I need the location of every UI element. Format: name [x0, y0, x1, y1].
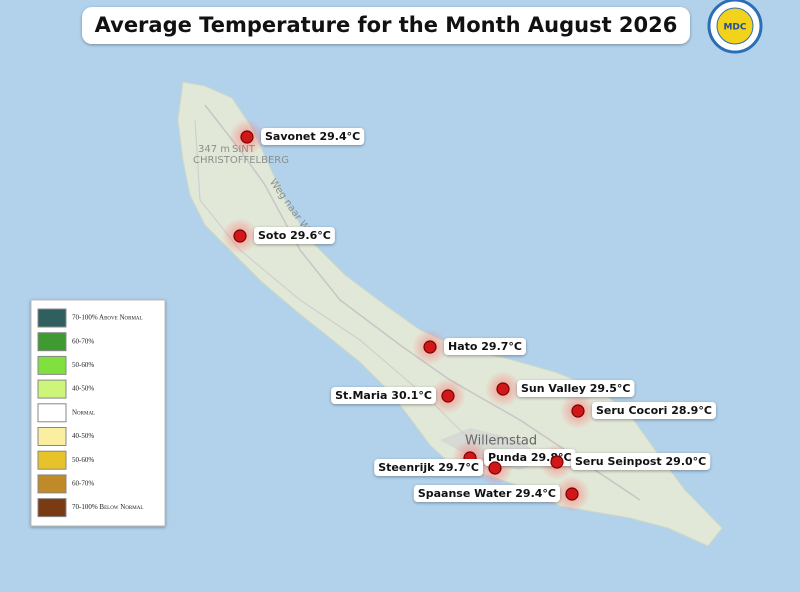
- label-box: [444, 338, 526, 355]
- station-text: Hato 29.7°C: [448, 340, 522, 353]
- legend-swatch: [37, 308, 67, 328]
- station-marker: [233, 229, 247, 243]
- legend-label: 60-70%: [72, 480, 94, 488]
- label-box: [374, 459, 483, 476]
- legend-label: 50-60%: [72, 361, 94, 369]
- legend-swatch: [37, 450, 67, 470]
- logo-text: MDC: [723, 23, 746, 33]
- legend-label: 70-100% Below Normal: [72, 503, 143, 511]
- legend-swatch: [37, 355, 67, 375]
- label-box: [592, 402, 716, 419]
- station-marker: [496, 382, 510, 396]
- label-box: [261, 128, 365, 145]
- elevation: 347 m: [198, 144, 230, 155]
- station-label: Seru Cocori 28.9°C: [592, 402, 716, 419]
- label-box: [413, 485, 560, 502]
- label-box: [331, 387, 436, 404]
- station-label: Sun Valley 29.5°C: [517, 380, 635, 397]
- legend-swatch: [37, 474, 67, 494]
- label-box: [254, 227, 335, 244]
- station-text: Steenrijk 29.7°C: [378, 461, 479, 474]
- legend-label: 70-100% Above Normal: [72, 314, 143, 322]
- station-marker: [565, 487, 579, 501]
- station-marker: [571, 404, 585, 418]
- station-marker: [240, 130, 254, 144]
- station-label: Savonet 29.4°C: [261, 128, 365, 145]
- station-label: Hato 29.7°C: [444, 338, 526, 355]
- legend-swatch: [37, 403, 67, 423]
- station-text: Seru Cocori 28.9°C: [596, 404, 712, 417]
- station-text: Sun Valley 29.5°C: [521, 382, 630, 395]
- station-marker: [550, 455, 564, 469]
- station-label: Soto 29.6°C: [254, 227, 335, 244]
- legend-swatch: [37, 498, 67, 518]
- legend-label: 40-50%: [72, 432, 94, 440]
- station-marker: [441, 389, 455, 403]
- legend-label: 60-70%: [72, 337, 94, 345]
- station-marker: [488, 461, 502, 475]
- peak-label: CHRISTOFFELBERG: [193, 155, 289, 166]
- station-text: Soto 29.6°C: [258, 229, 331, 242]
- station-text: St.Maria 30.1°C: [335, 389, 432, 402]
- legend-swatch: [37, 427, 67, 446]
- station-text: Spaanse Water 29.4°C: [418, 487, 556, 500]
- station-label: St.Maria 30.1°C: [331, 387, 436, 404]
- station-label: Seru Seinpost 29.0°C: [571, 453, 711, 470]
- title-box: [82, 7, 690, 44]
- logo-inner: [716, 7, 754, 45]
- stations: Savonet 29.4°C Soto 29.6°C Hato 29.7°C St.M…: [222, 119, 716, 512]
- road: [204, 104, 641, 501]
- label-box: [571, 453, 711, 470]
- legend-label: Normal: [72, 408, 95, 416]
- title: Average Temperature for the Month August…: [95, 13, 678, 37]
- legend-swatch: [37, 379, 67, 399]
- island: [177, 81, 723, 547]
- legend-label: 50-60%: [72, 456, 94, 464]
- station-label: Steenrijk 29.7°C: [374, 459, 483, 476]
- legend-label: 40-50%: [72, 385, 94, 393]
- legend-swatch: [37, 332, 67, 352]
- station-marker: [423, 340, 437, 354]
- station-label: Spaanse Water 29.4°C: [413, 485, 560, 502]
- station-text: Savonet 29.4°C: [265, 130, 360, 143]
- city-label: Willemstad: [465, 434, 537, 449]
- legend: 70-100% Above Normal 60-70% 50-60% 40-50% No…: [37, 308, 143, 518]
- label-box: [517, 380, 635, 397]
- station-text: Seru Seinpost 29.0°C: [575, 455, 706, 468]
